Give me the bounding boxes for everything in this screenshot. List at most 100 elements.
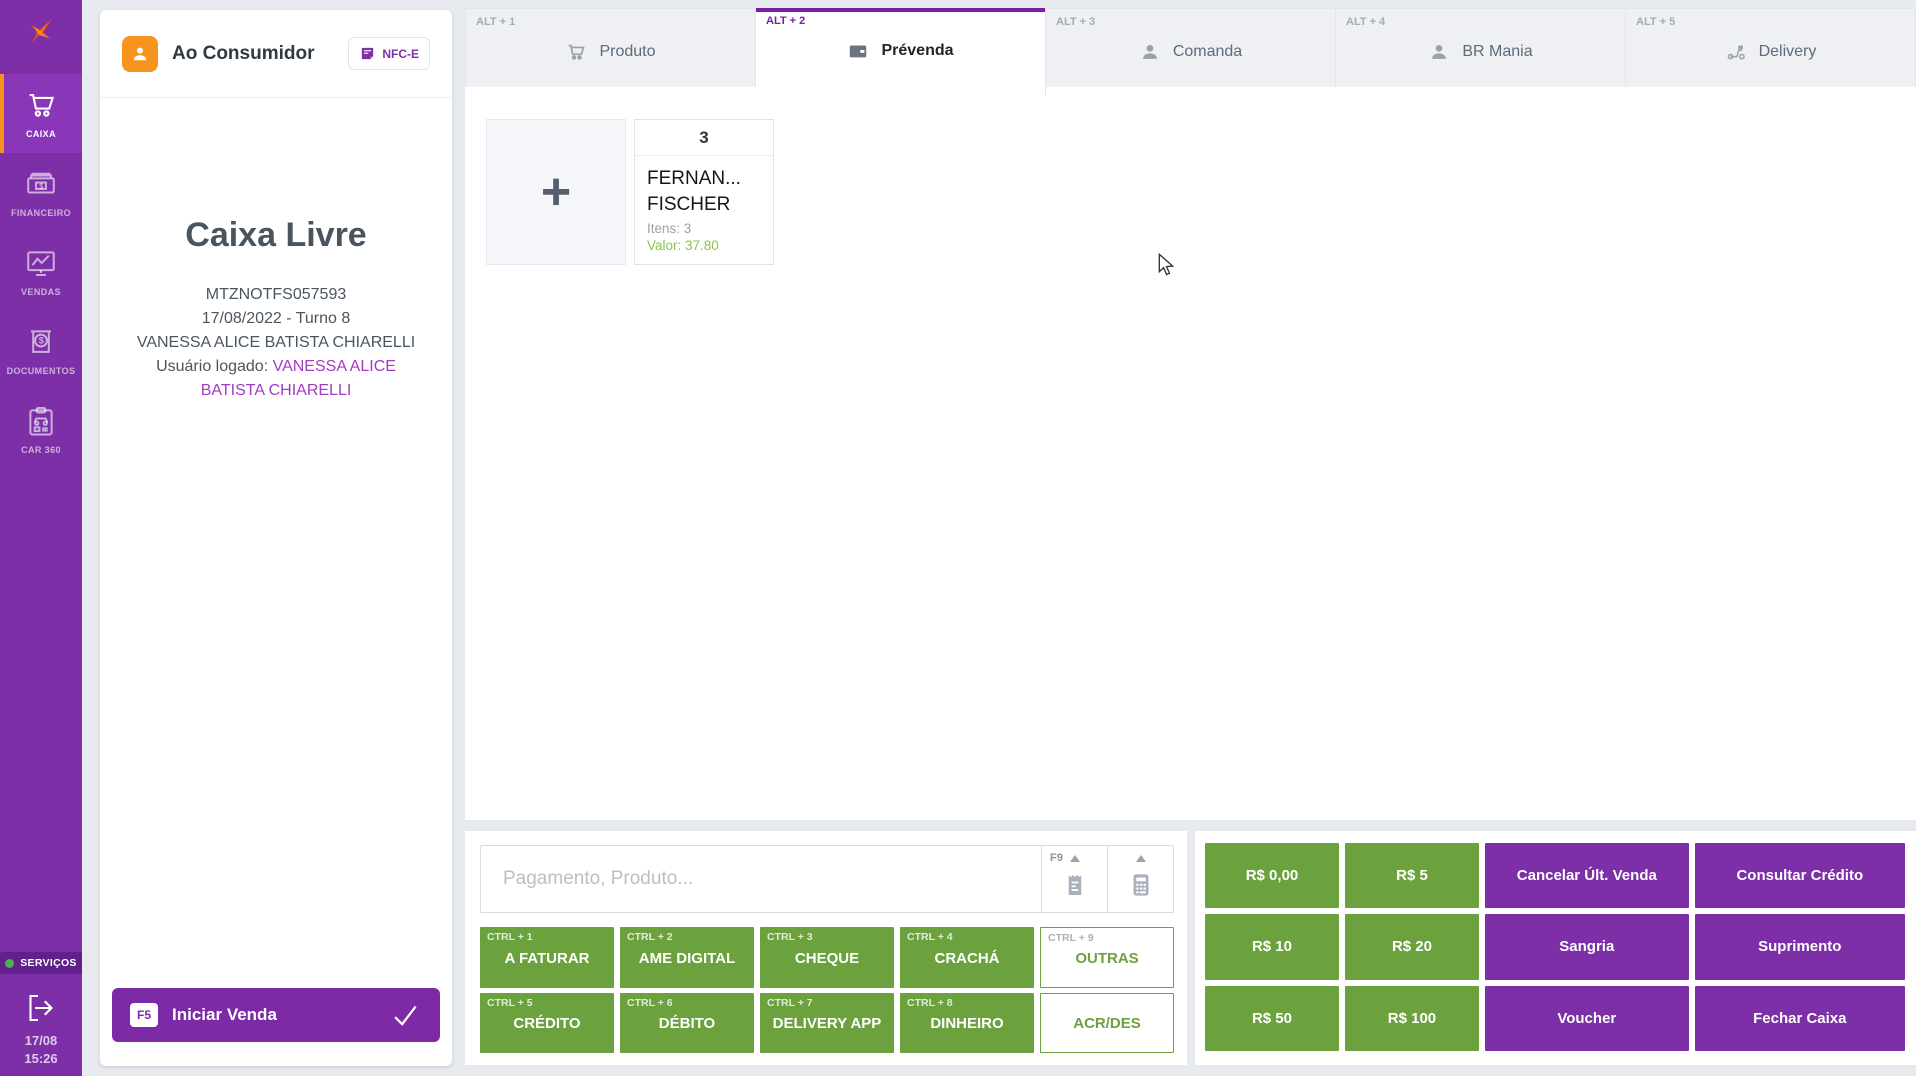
payment-cracha[interactable]: CTRL + 4 CRACHÁ bbox=[900, 927, 1034, 988]
prevenda-value: Valor: 37.80 bbox=[647, 238, 719, 253]
prevenda-board: + 3 FERNAN... FISCHER Itens: 3 Valor: 37… bbox=[465, 87, 1916, 821]
sidebar-date: 17/08 bbox=[24, 1033, 58, 1048]
receipt-dollar-icon: $ bbox=[31, 330, 51, 353]
tab-brmania[interactable]: ALT + 4 BR Mania bbox=[1336, 8, 1626, 88]
close-register-button[interactable]: Fechar Caixa bbox=[1694, 985, 1905, 1051]
tab-label: BR Mania bbox=[1462, 43, 1533, 60]
customer-avatar bbox=[122, 35, 158, 72]
cancel-last-sale-button[interactable]: Cancelar Últ. Venda bbox=[1484, 843, 1689, 909]
calculator-icon bbox=[1133, 874, 1148, 896]
chevron-up-icon bbox=[1069, 855, 1080, 862]
person-icon bbox=[133, 47, 147, 60]
sidebar-item-documentos[interactable]: $ DOCUMENTOS bbox=[0, 311, 82, 390]
payment-a-faturar[interactable]: CTRL + 1 A FATURAR bbox=[480, 927, 614, 988]
cashier-status-title: Caixa Livre bbox=[185, 216, 367, 254]
payment-ame-digital[interactable]: CTRL + 2 AME DIGITAL bbox=[620, 927, 754, 988]
nfce-label: NFC-E bbox=[382, 46, 419, 61]
sidebar-item-car360[interactable]: CAR 360 bbox=[0, 390, 82, 469]
tab-produto[interactable]: ALT + 1 Produto bbox=[465, 8, 756, 88]
quick-actions-panel: R$ 0,00 R$ 5 Cancelar Últ. Venda Consult… bbox=[1195, 831, 1916, 1065]
f9-key-label: F9 bbox=[1050, 852, 1063, 864]
app-logo[interactable] bbox=[0, 0, 82, 74]
payment-acr-des[interactable]: ACR/DES bbox=[1040, 992, 1174, 1053]
logout-button[interactable] bbox=[0, 974, 82, 1032]
sangria-button[interactable]: Sangria bbox=[1484, 914, 1689, 980]
person-icon bbox=[1432, 45, 1447, 59]
prevenda-card[interactable]: 3 FERNAN... FISCHER Itens: 3 Valor: 37.8… bbox=[634, 119, 774, 265]
payment-outras[interactable]: CTRL + 9 OUTRAS bbox=[1040, 927, 1174, 988]
search-box: F9 bbox=[480, 845, 1174, 913]
prevenda-customer-name: FERNAN... FISCHER bbox=[647, 168, 741, 215]
tab-label: Comanda bbox=[1172, 43, 1243, 60]
servicos-status[interactable]: SERVIÇOS bbox=[0, 952, 82, 974]
last-receipt-button[interactable]: F9 bbox=[1041, 846, 1107, 912]
consult-credit-button[interactable]: Consultar Crédito bbox=[1694, 843, 1905, 909]
payment-debito[interactable]: CTRL + 6 DÉBITO bbox=[620, 992, 754, 1053]
sidebar-item-vendas[interactable]: VENDAS bbox=[0, 232, 82, 311]
prevenda-number: 3 bbox=[635, 120, 773, 156]
sale-mode-tabs: ALT + 1 Produto ALT + 2 Prévenda ALT + 3 bbox=[465, 8, 1916, 96]
start-sale-button[interactable]: F5 Iniciar Venda bbox=[112, 988, 440, 1042]
payment-dinheiro[interactable]: CTRL + 8 DINHEIRO bbox=[900, 992, 1034, 1053]
cash-100-button[interactable]: R$ 100 bbox=[1344, 985, 1479, 1051]
sidebar-spacer bbox=[0, 469, 82, 952]
cash-20-button[interactable]: R$ 20 bbox=[1344, 914, 1479, 980]
add-prevenda-button[interactable]: + bbox=[486, 119, 626, 265]
cash-10-button[interactable]: R$ 10 bbox=[1205, 914, 1339, 980]
prevenda-card-body: FERNAN... FISCHER Itens: 3 Valor: 37.80 bbox=[635, 156, 773, 263]
f5-key-badge: F5 bbox=[130, 1003, 159, 1027]
sidebar-item-financeiro[interactable]: $ FINANCEIRO bbox=[0, 153, 82, 232]
tab-shortcut: ALT + 4 bbox=[1346, 16, 1386, 28]
voucher-button[interactable]: Voucher bbox=[1484, 985, 1689, 1051]
brand-x-icon bbox=[30, 19, 52, 43]
check-icon bbox=[394, 1005, 417, 1026]
calculator-button[interactable] bbox=[1107, 846, 1173, 912]
svg-text:$: $ bbox=[39, 336, 44, 346]
tab-prevenda[interactable]: ALT + 2 Prévenda bbox=[756, 8, 1046, 96]
nfce-badge[interactable]: NFC-E bbox=[348, 37, 430, 70]
payment-methods-grid: CTRL + 1 A FATURAR CTRL + 2 AME DIGITAL … bbox=[480, 927, 1174, 1053]
start-sale-label: Iniciar Venda bbox=[172, 1005, 277, 1024]
sidebar-item-label: CAR 360 bbox=[21, 445, 61, 455]
terminal-code: MTZNOTFS057593 bbox=[205, 286, 347, 303]
prevenda-items-count: Itens: 3 bbox=[647, 221, 692, 236]
sidebar-time: 15:26 bbox=[24, 1051, 58, 1066]
tab-shortcut: ALT + 1 bbox=[476, 16, 516, 28]
sidebar-datetime: 17/08 15:26 bbox=[0, 1032, 82, 1076]
payment-credito[interactable]: CTRL + 5 CRÉDITO bbox=[480, 992, 614, 1053]
cart-icon bbox=[29, 94, 55, 117]
cart-icon bbox=[569, 44, 586, 60]
payment-product-search-input[interactable] bbox=[481, 846, 1041, 912]
car-clipboard-icon bbox=[29, 406, 53, 436]
customer-header: Ao Consumidor NFC-E bbox=[100, 10, 452, 98]
chevron-up-icon bbox=[1135, 855, 1146, 862]
receipt-icon bbox=[1068, 875, 1081, 895]
cashier-status: Caixa Livre MTZNOTFS057593 17/08/2022 - … bbox=[100, 98, 452, 403]
cash-50-button[interactable]: R$ 50 bbox=[1205, 985, 1339, 1051]
quick-actions-grid: R$ 0,00 R$ 5 Cancelar Últ. Venda Consult… bbox=[1205, 843, 1905, 1051]
suprimento-button[interactable]: Suprimento bbox=[1694, 914, 1905, 980]
tab-delivery[interactable]: ALT + 5 Delivery bbox=[1626, 8, 1916, 88]
plus-icon: + bbox=[540, 163, 572, 221]
payment-cheque[interactable]: CTRL + 3 CHEQUE bbox=[760, 927, 894, 988]
cash-0-button[interactable]: R$ 0,00 bbox=[1205, 843, 1339, 909]
sidebar-item-label: VENDAS bbox=[21, 287, 61, 297]
sidebar-item-caixa[interactable]: CAIXA bbox=[0, 74, 82, 153]
tab-shortcut: ALT + 2 bbox=[766, 15, 806, 27]
money-bill-icon: $ bbox=[27, 172, 55, 194]
person-icon bbox=[1142, 45, 1157, 59]
customer-name: Ao Consumidor bbox=[172, 42, 315, 64]
tab-comanda[interactable]: ALT + 3 Comanda bbox=[1046, 8, 1336, 88]
sidebar-item-label: DOCUMENTOS bbox=[6, 366, 76, 376]
servicos-label: SERVIÇOS bbox=[20, 957, 77, 969]
cash-5-button[interactable]: R$ 5 bbox=[1344, 843, 1479, 909]
cashier-panel: Ao Consumidor NFC-E Caixa Livre MTZNOTFS… bbox=[100, 10, 452, 1066]
date-shift: 17/08/2022 - Turno 8 bbox=[201, 310, 351, 327]
sidebar: CAIXA $ FINANCEIRO VENDAS $ DOCUMENTOS bbox=[0, 0, 82, 1076]
tab-label: Produto bbox=[599, 43, 656, 60]
payment-delivery-app[interactable]: CTRL + 7 DELIVERY APP bbox=[760, 992, 894, 1053]
cashier-info: MTZNOTFS057593 17/08/2022 - Turno 8 VANE… bbox=[126, 283, 426, 403]
checkout-panel: F9 bbox=[465, 831, 1187, 1065]
tab-label: Prévenda bbox=[881, 42, 954, 59]
logged-user-name: VANESSA ALICE BATISTA CHIARELLI bbox=[200, 358, 396, 399]
